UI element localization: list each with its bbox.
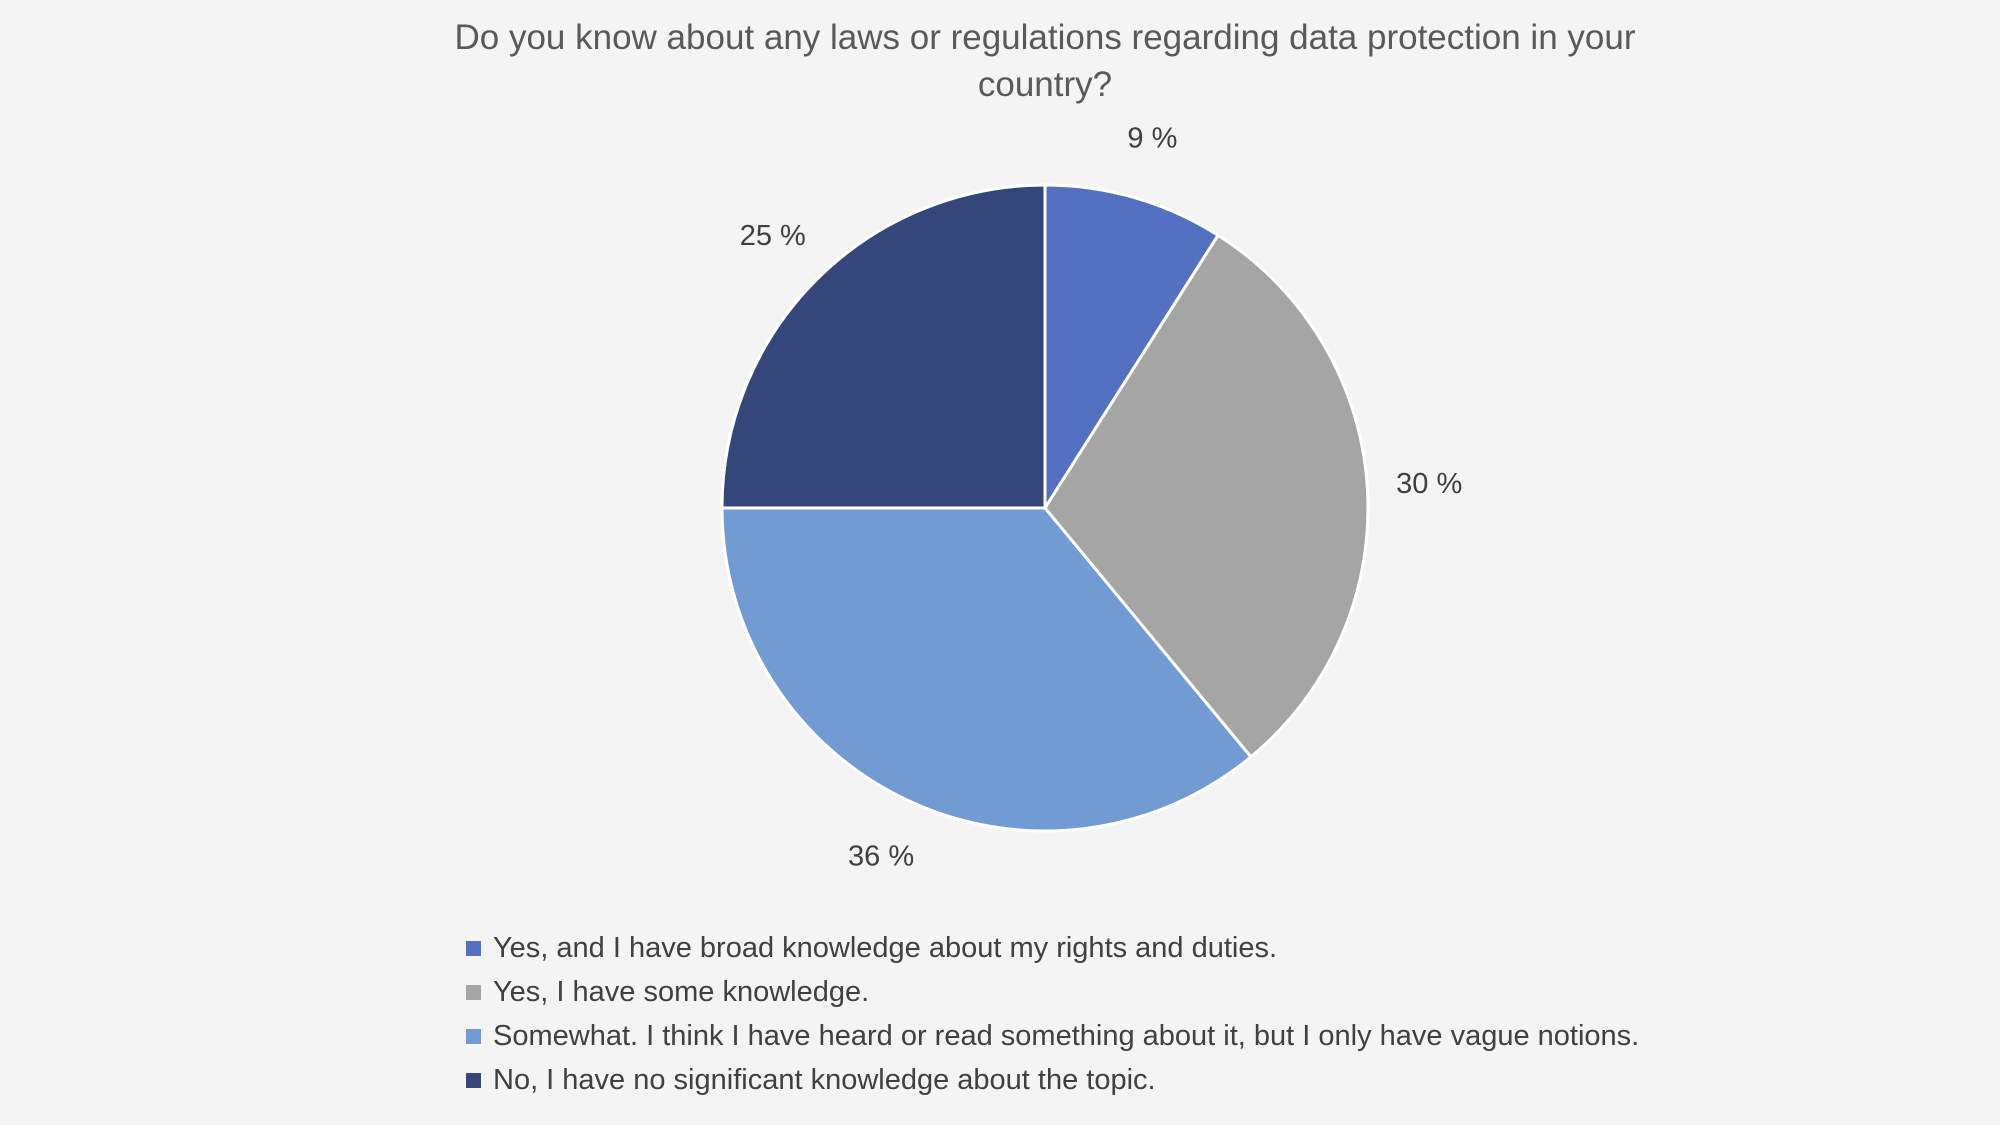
- legend-item-2: Yes, I have some knowledge.: [466, 970, 1766, 1014]
- legend-item-1: Yes, and I have broad knowledge about my…: [466, 926, 1766, 970]
- pie-data-label-2: 30 %: [1396, 468, 1462, 500]
- legend-label-1: Yes, and I have broad knowledge about my…: [493, 931, 1278, 964]
- legend-swatch-1: [466, 940, 481, 956]
- pie-slice-1: [1043, 183, 1220, 510]
- legend-swatch-2: [466, 984, 481, 1000]
- pie-slice-4: [720, 183, 1047, 510]
- pie-data-label-1: 9 %: [1127, 122, 1177, 154]
- pie-slice-3: [720, 506, 1253, 833]
- legend-label-4: No, I have no significant knowledge abou…: [493, 1063, 1156, 1096]
- legend-label-2: Yes, I have some knowledge.: [493, 975, 870, 1008]
- legend-swatch-4: [466, 1072, 481, 1088]
- pie-slice-2: [1043, 233, 1370, 759]
- legend-item-3: Somewhat. I think I have heard or read s…: [466, 1014, 1766, 1058]
- legend-label-3: Somewhat. I think I have heard or read s…: [493, 1019, 1640, 1052]
- legend-item-4: No, I have no significant knowledge abou…: [466, 1058, 1766, 1102]
- legend-swatch-3: [466, 1028, 481, 1044]
- pie-data-label-4: 25 %: [740, 220, 806, 252]
- pie-data-label-3: 36 %: [848, 840, 914, 872]
- chart-legend: Yes, and I have broad knowledge about my…: [466, 926, 1766, 1102]
- chart-title: Do you know about any laws or regulation…: [454, 18, 1636, 104]
